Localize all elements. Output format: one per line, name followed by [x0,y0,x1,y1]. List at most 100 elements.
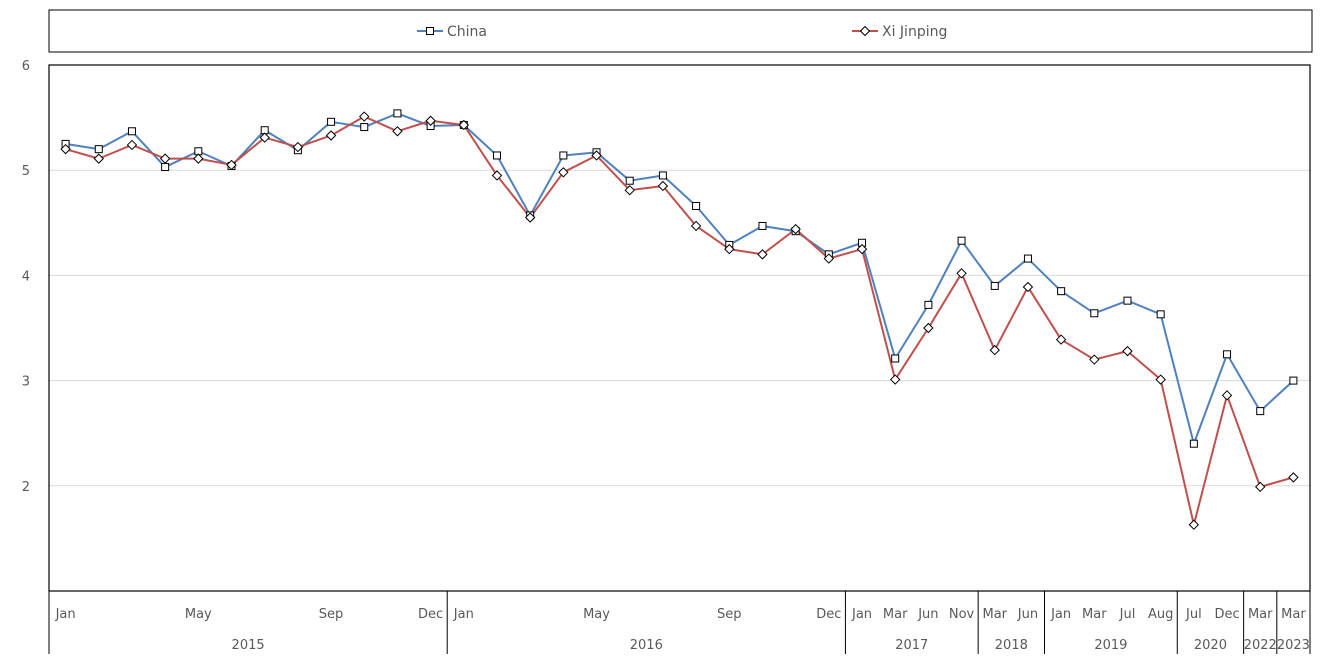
data-point-xi-jinping [259,132,270,143]
x-tick-label: Mar [883,607,908,622]
data-point-xi-jinping [558,167,569,178]
legend-label: China [447,24,487,40]
x-tick-label: Jan [55,607,76,622]
data-point-xi-jinping [325,130,337,141]
year-label: 2015 [232,638,265,653]
data-point-xi-jinping [60,143,71,155]
x-tick-label: Sep [717,607,742,622]
x-tick-label: Dec [1214,607,1239,622]
legend-box [48,9,1313,53]
data-point-xi-jinping [956,268,967,279]
legend: China Xi Jinping [48,9,1313,53]
data-point-china [924,300,933,309]
x-tick-label: May [583,607,610,622]
year-label: 2020 [1194,638,1227,653]
year-label: 2018 [995,638,1028,653]
legend-diamond-marker-icon [859,25,871,37]
x-tick-label: Mar [1248,607,1273,622]
data-point-xi-jinping [226,159,237,171]
data-point-xi-jinping [657,180,669,192]
data-point-xi-jinping [1022,281,1034,293]
x-tick-label: Mar [1281,607,1306,622]
data-point-xi-jinping [159,153,171,164]
data-point-xi-jinping [392,126,403,137]
data-point-xi-jinping [823,253,835,264]
data-point-xi-jinping [126,139,138,151]
data-point-xi-jinping [1155,374,1166,385]
x-tick-label: Mar [1082,607,1107,622]
data-point-china [360,123,369,132]
data-point-xi-jinping [757,249,768,260]
axes: Jan May Sep Dec Jan May Sep Dec Jan Mar Jun Nov Mar J… [48,64,1311,654]
series-line-china [65,112,1295,445]
x-tick-label: Jul [1185,607,1202,622]
data-point-china [990,281,999,290]
data-point-china [1123,296,1132,305]
data-point-xi-jinping [1122,345,1133,357]
data-point-china [957,236,966,245]
year-label: 2023 [1277,638,1310,653]
data-point-china [1057,287,1066,296]
data-point-xi-jinping [856,243,868,255]
data-point-china [1023,254,1032,263]
data-point-xi-jinping [889,374,901,385]
data-point-china [94,145,103,154]
data-point-xi-jinping [1089,354,1100,365]
data-point-xi-jinping [458,119,470,131]
gridlines: 2 3 4 5 6 [22,59,1310,495]
data-point-china [559,151,568,160]
data-point-xi-jinping [690,220,702,232]
data-point-china [393,109,402,118]
data-point-xi-jinping [1188,519,1200,530]
x-tick-label: Dec [816,607,841,622]
data-point-xi-jinping [491,170,503,181]
data-point-china [758,221,767,230]
data-point-xi-jinping [1055,334,1067,345]
x-tick-label: Dec [418,607,443,622]
data-point-china [161,163,170,172]
data-point-china [1156,310,1165,319]
data-point-china [1256,407,1265,416]
x-tick-label: Aug [1148,607,1173,622]
x-tick-label: Nov [949,607,975,622]
data-point-xi-jinping [591,150,602,161]
data-point-xi-jinping [724,243,735,255]
legend-square-marker-icon [426,27,434,35]
data-point-xi-jinping [193,153,204,164]
data-point-xi-jinping [624,184,635,196]
data-point-xi-jinping [790,223,801,235]
legend-label: Xi Jinping [882,24,947,40]
y-tick-label: 3 [22,375,30,390]
data-point-xi-jinping [923,322,934,334]
x-tick-label: May [185,607,212,622]
data-point-china [327,117,336,126]
data-point-china [1189,439,1198,448]
year-label: 2017 [895,638,928,653]
x-tick-label: Jan [453,607,474,622]
x-tick-label: Jul [1119,607,1136,622]
data-point-china [127,127,136,136]
x-tick-label: Jan [1050,607,1071,622]
data-point-china [658,171,667,180]
x-tick-label: Jun [1017,607,1038,622]
data-point-china [625,176,634,185]
y-tick-label: 2 [22,480,30,495]
y-tick-label: 6 [22,59,30,74]
x-tick-label: Jun [917,607,938,622]
year-label: 2019 [1094,638,1127,653]
y-tick-label: 5 [22,164,30,179]
data-point-xi-jinping [1255,481,1266,493]
data-point-china [1223,350,1232,359]
data-point-xi-jinping [93,153,104,164]
data-point-xi-jinping [359,111,370,122]
data-point-china [1289,376,1298,385]
x-tick-label: Sep [319,607,344,622]
year-label: 2022 [1244,638,1277,653]
data-point-china [891,354,900,363]
year-label: 2016 [630,638,663,653]
series-lines [60,109,1299,530]
plot-area-border [48,64,1311,592]
x-tick-label: Mar [982,607,1007,622]
